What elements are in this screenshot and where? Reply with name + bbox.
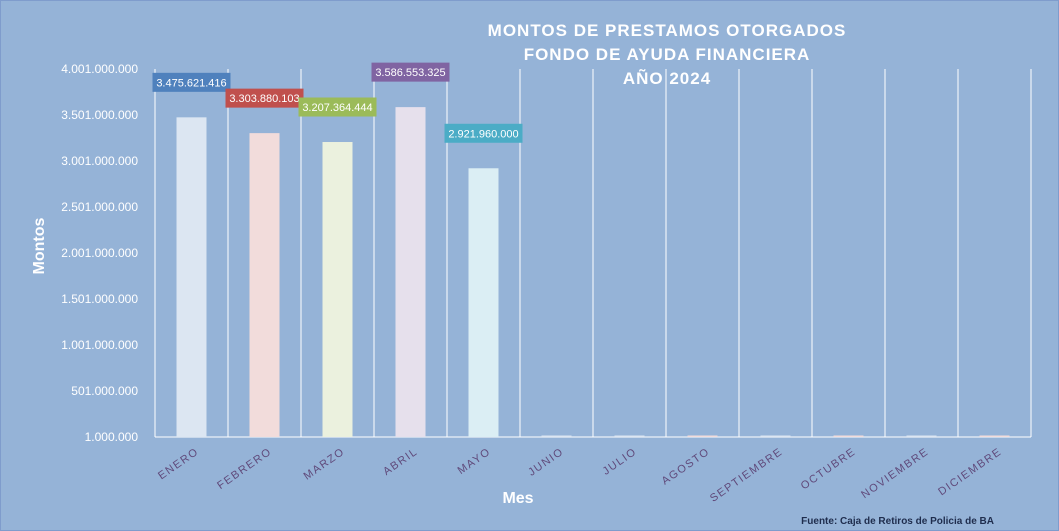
y-tick-label: 501.000.000 — [71, 384, 138, 398]
bar — [760, 435, 791, 437]
x-tick-label: MAYO — [456, 446, 494, 477]
source-note: Fuente: Caja de Retiros de Policia de BA — [801, 516, 994, 527]
y-tick-label: 3.001.000.000 — [61, 154, 138, 168]
bar — [541, 435, 572, 437]
bar — [614, 435, 645, 437]
x-tick-label: JULIO — [601, 446, 640, 478]
bar — [687, 435, 718, 437]
chart-title-line-2: FONDO DE AYUDA FINANCIERA — [523, 45, 811, 64]
y-tick-label: 2.001.000.000 — [61, 246, 138, 260]
data-label: 2.921.960.000 — [448, 128, 518, 140]
x-tick-label: NOVIEMBRE — [859, 446, 931, 501]
bar — [906, 435, 937, 437]
data-label-box — [371, 62, 450, 82]
x-tick-label: ENERO — [156, 446, 201, 483]
x-axis-title: Mes — [502, 490, 533, 507]
bar — [979, 435, 1010, 437]
bar — [468, 168, 499, 438]
bar — [395, 107, 426, 438]
y-tick-label: 1.001.000.000 — [61, 338, 138, 352]
y-tick-label: 4.001.000.000 — [61, 62, 138, 76]
data-label-box — [298, 97, 377, 117]
bar — [322, 142, 353, 437]
x-tick-label: AGOSTO — [660, 446, 713, 488]
bar — [249, 133, 280, 438]
data-label-box — [444, 123, 523, 143]
data-label-box — [152, 72, 231, 92]
y-tick-label: 3.501.000.000 — [61, 108, 138, 122]
data-label: 3.475.621.416 — [156, 77, 226, 89]
bar — [176, 117, 207, 437]
data-label: 3.207.364.444 — [302, 102, 372, 114]
x-tick-label: DICIEMBRE — [936, 446, 1004, 499]
data-label-box — [225, 88, 304, 108]
chart-title-line-1: MONTOS DE PRESTAMOS OTORGADOS — [487, 21, 847, 40]
data-label: 3.586.553.325 — [375, 67, 445, 79]
x-tick-label: SEPTIEMBRE — [708, 446, 785, 505]
x-tick-label: JUNIO — [526, 446, 566, 479]
x-tick-label: OCTUBRE — [799, 446, 859, 493]
data-label: 3.303.880.103 — [229, 93, 299, 105]
y-tick-label: 1.000.000 — [85, 430, 139, 444]
x-tick-label: FEBRERO — [215, 446, 274, 492]
x-tick-label: MARZO — [302, 446, 348, 483]
y-axis-title: Montos — [31, 217, 48, 274]
x-tick-label: ABRIL — [381, 446, 420, 478]
bar — [833, 435, 864, 437]
y-tick-label: 2.501.000.000 — [61, 200, 138, 214]
y-tick-label: 1.501.000.000 — [61, 292, 138, 306]
